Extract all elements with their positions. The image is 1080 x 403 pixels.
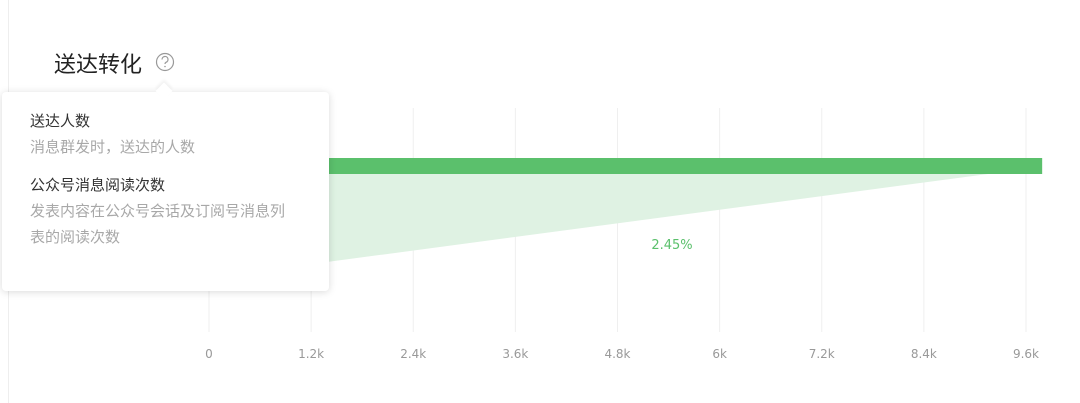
x-tick-label: 0 bbox=[205, 347, 213, 361]
x-tick-label: 4.8k bbox=[604, 347, 630, 361]
x-tick-label: 6k bbox=[712, 347, 727, 361]
help-mark[interactable] bbox=[161, 55, 169, 65]
bar bbox=[209, 158, 1043, 174]
help-icon[interactable] bbox=[155, 52, 175, 72]
x-tick-label: 9.6k bbox=[1013, 347, 1039, 361]
x-tick-label: 2.4k bbox=[400, 347, 426, 361]
plot: 0 1.2k 2.4k 3.6k 4.8k 6k 7.2k 8.4k 9.6k 2.45% bbox=[205, 108, 1043, 361]
tooltip-name: 公众号消息阅读次数 bbox=[30, 176, 166, 194]
x-tick-label: 3.6k bbox=[502, 347, 528, 361]
x-tick-label: 1.2k bbox=[298, 347, 324, 361]
tooltip-description: 消息群发时，送达的人数 bbox=[30, 138, 196, 156]
tooltip-description: 发表内容在公众号会话及订阅号消息列表的阅读次数 bbox=[30, 202, 286, 246]
tooltip-name: 送达人数 bbox=[30, 112, 91, 130]
chart-title: 送达转化 bbox=[54, 53, 142, 78]
x-tick-label: 8.4k bbox=[911, 347, 937, 361]
x-tick-label: 7.2k bbox=[809, 347, 835, 361]
help-circle[interactable] bbox=[155, 52, 175, 72]
conversion-label: 2.45% bbox=[651, 238, 692, 253]
help-dot[interactable] bbox=[164, 65, 166, 68]
tooltip: 送达人数 消息群发时，送达的人数 公众号消息阅读次数 发表内容在公众号会话及订阅… bbox=[2, 92, 329, 291]
conversion-area bbox=[209, 174, 989, 275]
